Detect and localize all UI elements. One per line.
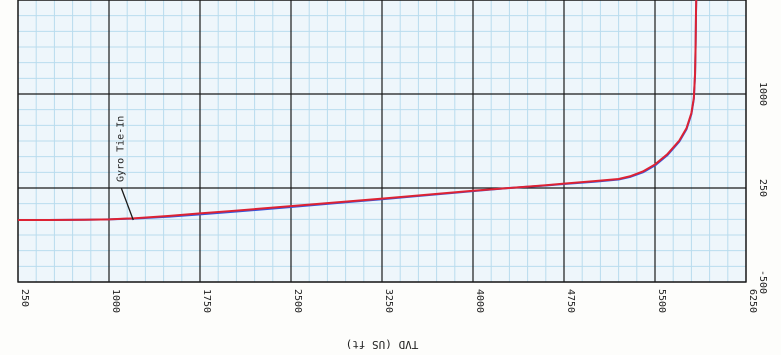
series-layer — [18, 0, 698, 221]
x-tick-label: 2500 — [292, 289, 303, 313]
x-tick-label: 1000 — [110, 289, 121, 313]
x-tick-label: 1750 — [201, 289, 212, 313]
x-tick-label: 6250 — [747, 289, 758, 313]
x-axis: 250 1000 1750 2500 3250 4000 4750 5500 6250 — [19, 289, 758, 313]
x-tick-label: 5500 — [656, 289, 667, 313]
x-tick-label: 250 — [19, 289, 30, 307]
major-grid — [17, 0, 747, 283]
y-tick-label: 1000 — [757, 82, 768, 106]
series-line-2 — [18, 0, 698, 221]
x-tick-label: 3250 — [383, 289, 394, 313]
y-axis: -500 250 1000 — [757, 82, 768, 294]
y-tick-label: -500 — [757, 270, 768, 294]
x-axis-label: TVD (US ft) — [346, 338, 419, 351]
y-tick-label: 250 — [757, 179, 768, 197]
plot-border — [17, 0, 747, 283]
annotation-label: Gyro Tie-In — [115, 116, 126, 182]
annotation-leader-line — [120, 187, 134, 221]
x-tick-label: 4000 — [474, 289, 485, 313]
x-tick-label: 4750 — [565, 289, 576, 313]
annotation-layer: Gyro Tie-In — [115, 116, 134, 221]
